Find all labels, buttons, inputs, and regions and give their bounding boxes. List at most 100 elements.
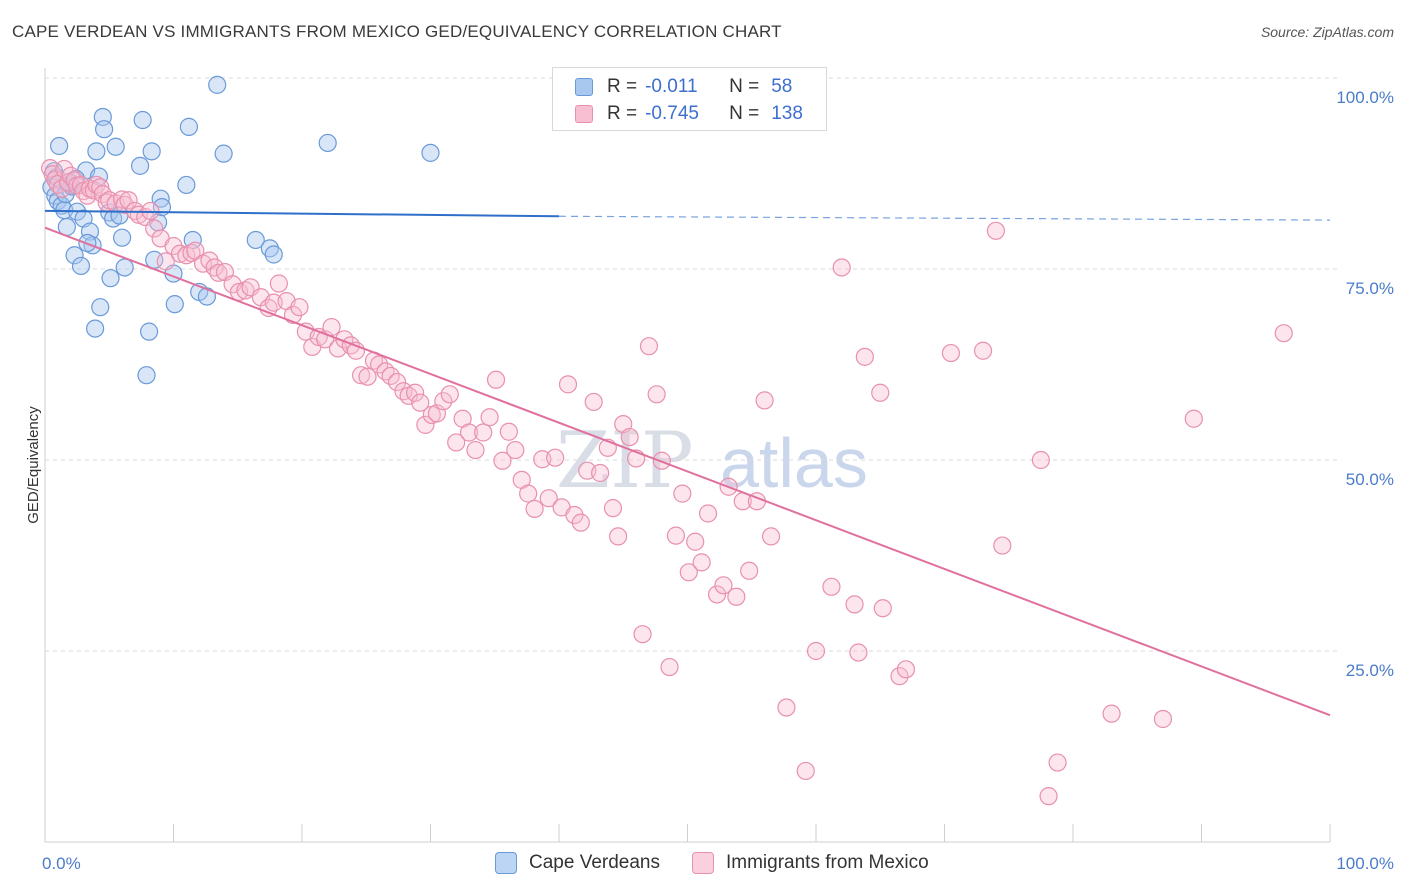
legend-n-value: 58 <box>771 76 793 97</box>
cape-verdean-point <box>197 287 217 306</box>
mexico-immigrant-point <box>156 252 175 271</box>
mexico-immigrant-point <box>539 489 558 508</box>
legend-row-immigrants-from-mexico: R = -0.745 N = 138 <box>575 102 803 126</box>
blue-swatch-icon <box>575 78 593 96</box>
cape-verdean-point <box>137 366 156 385</box>
mexico-immigrant-point <box>290 298 309 317</box>
watermark-atlas: atlas <box>720 424 868 502</box>
cape-verdean-point <box>71 256 91 276</box>
mexico-immigrant-point <box>55 159 74 179</box>
mexico-immigrant-point <box>474 423 493 442</box>
mexico-immigrant-point <box>740 561 759 580</box>
mexico-immigrant-point <box>546 448 565 467</box>
mexico-immigrant-point <box>890 667 909 686</box>
mexico-immigrant-point <box>620 427 639 447</box>
mexico-immigrant-point <box>993 536 1012 555</box>
mexico-immigrant-point <box>633 625 652 644</box>
series-legend: Cape Verdeans Immigrants from Mexico <box>0 852 1406 878</box>
mexico-immigrant-point <box>639 337 659 356</box>
mexico-immigrant-point <box>493 451 512 470</box>
cape-verdean-point <box>177 175 196 195</box>
legend-r-label: R = <box>607 103 638 124</box>
legend-label: Immigrants from Mexico <box>726 852 929 873</box>
blue-swatch-icon <box>495 852 517 874</box>
pink-swatch-icon <box>692 852 714 874</box>
mexico-immigrant-point <box>141 201 160 221</box>
chart-title: CAPE VERDEAN VS IMMIGRANTS FROM MEXICO G… <box>12 22 782 41</box>
mexico-immigrant-point <box>714 576 733 595</box>
x-tick-label: 0.0% <box>42 854 81 873</box>
cape-verdean-point <box>115 258 134 277</box>
cape-verdean-point <box>95 120 114 139</box>
cape-verdean-point <box>139 322 159 341</box>
mexico-immigrant-point <box>855 347 874 366</box>
mexico-immigrant-point <box>609 527 628 546</box>
mexico-immigrant-point <box>1102 704 1121 723</box>
cape-verdean-point <box>65 246 84 265</box>
mexico-immigrant-point <box>411 393 430 412</box>
mexico-immigrant-point <box>525 499 544 518</box>
legend-r-value: -0.011 <box>645 76 698 97</box>
mexico-immigrant-point <box>849 643 868 662</box>
mexico-immigrant-point <box>466 440 485 460</box>
mexico-immigrant-point <box>434 392 453 411</box>
cape-verdean-point <box>183 230 202 250</box>
mexico-immigrant-point <box>1184 409 1203 428</box>
y-axis-label: GED/Equivalency <box>25 406 42 524</box>
cape-verdean-point <box>142 142 161 161</box>
mexico-immigrant-point <box>707 585 727 604</box>
mexico-immigrant-point <box>358 367 377 386</box>
legend-r-label: R = <box>607 76 638 97</box>
mexico-immigrant-point <box>986 221 1006 240</box>
tick-labels: 100.0% 75.0% 50.0% 25.0% 0.0% 100.0% <box>42 88 1394 873</box>
mexico-immigrant-point <box>440 385 459 404</box>
mexico-immigrant-trend-line <box>44 226 1331 717</box>
series-immigrants-from-mexico <box>41 159 1293 806</box>
mexico-immigrant-point <box>673 484 692 503</box>
legend-row-cape-verdeans: R = -0.011 N = 58 <box>575 75 792 99</box>
mexico-immigrant-point <box>873 599 892 618</box>
x-tick-label: 100.0% <box>1336 854 1394 873</box>
mexico-immigrant-point <box>209 263 228 282</box>
trend-lines <box>44 209 1331 717</box>
cape-verdean-point <box>421 143 440 162</box>
axes <box>44 68 1331 843</box>
mexico-immigrant-point <box>447 433 466 452</box>
mexico-immigrant-point <box>259 298 278 318</box>
mexico-immigrant-point <box>499 422 518 441</box>
correlation-legend: R = -0.011 N = 58 R = -0.745 N = 138 <box>552 67 827 131</box>
mexico-immigrant-point <box>565 505 584 525</box>
cape-verdean-point <box>179 117 199 136</box>
mexico-immigrant-point <box>119 191 138 210</box>
cape-verdean-point <box>80 222 100 241</box>
mexico-immigrant-point <box>941 343 961 363</box>
cape-verdean-point <box>130 156 150 175</box>
mexico-immigrant-point <box>506 440 525 460</box>
mexico-immigrant-point <box>283 305 303 324</box>
mexico-immigrant-point <box>1274 324 1293 343</box>
mexico-immigrant-point <box>164 236 183 256</box>
mexico-immigrant-point <box>145 219 164 238</box>
legend-item-immigrants-from-mexico[interactable]: Immigrants from Mexico <box>692 852 929 874</box>
legend-item-cape-verdeans[interactable]: Cape Verdeans <box>495 852 660 874</box>
mexico-immigrant-point <box>647 385 666 404</box>
mexico-immigrant-point <box>896 660 916 679</box>
pink-swatch-icon <box>575 105 593 123</box>
mexico-immigrant-point <box>387 372 407 392</box>
mexico-immigrant-point <box>416 415 435 434</box>
legend-n-label: N = <box>729 103 760 124</box>
cape-verdean-point <box>106 137 125 156</box>
mexico-immigrant-point <box>1153 709 1173 729</box>
mexico-immigrant-point <box>698 504 718 523</box>
mexico-immigrant-point <box>686 532 705 551</box>
y-tick-label: 50.0% <box>1346 470 1394 489</box>
cape-verdean-point <box>133 110 152 130</box>
mexico-immigrant-point <box>777 698 796 717</box>
cape-verdean-point <box>86 319 105 338</box>
series-cape-verdeans <box>42 75 440 385</box>
cape-verdean-trend-extension <box>558 215 1331 221</box>
mexico-immigrant-point <box>806 641 826 661</box>
mexico-immigrant-point <box>459 423 479 442</box>
cape-verdean-point <box>87 142 106 161</box>
